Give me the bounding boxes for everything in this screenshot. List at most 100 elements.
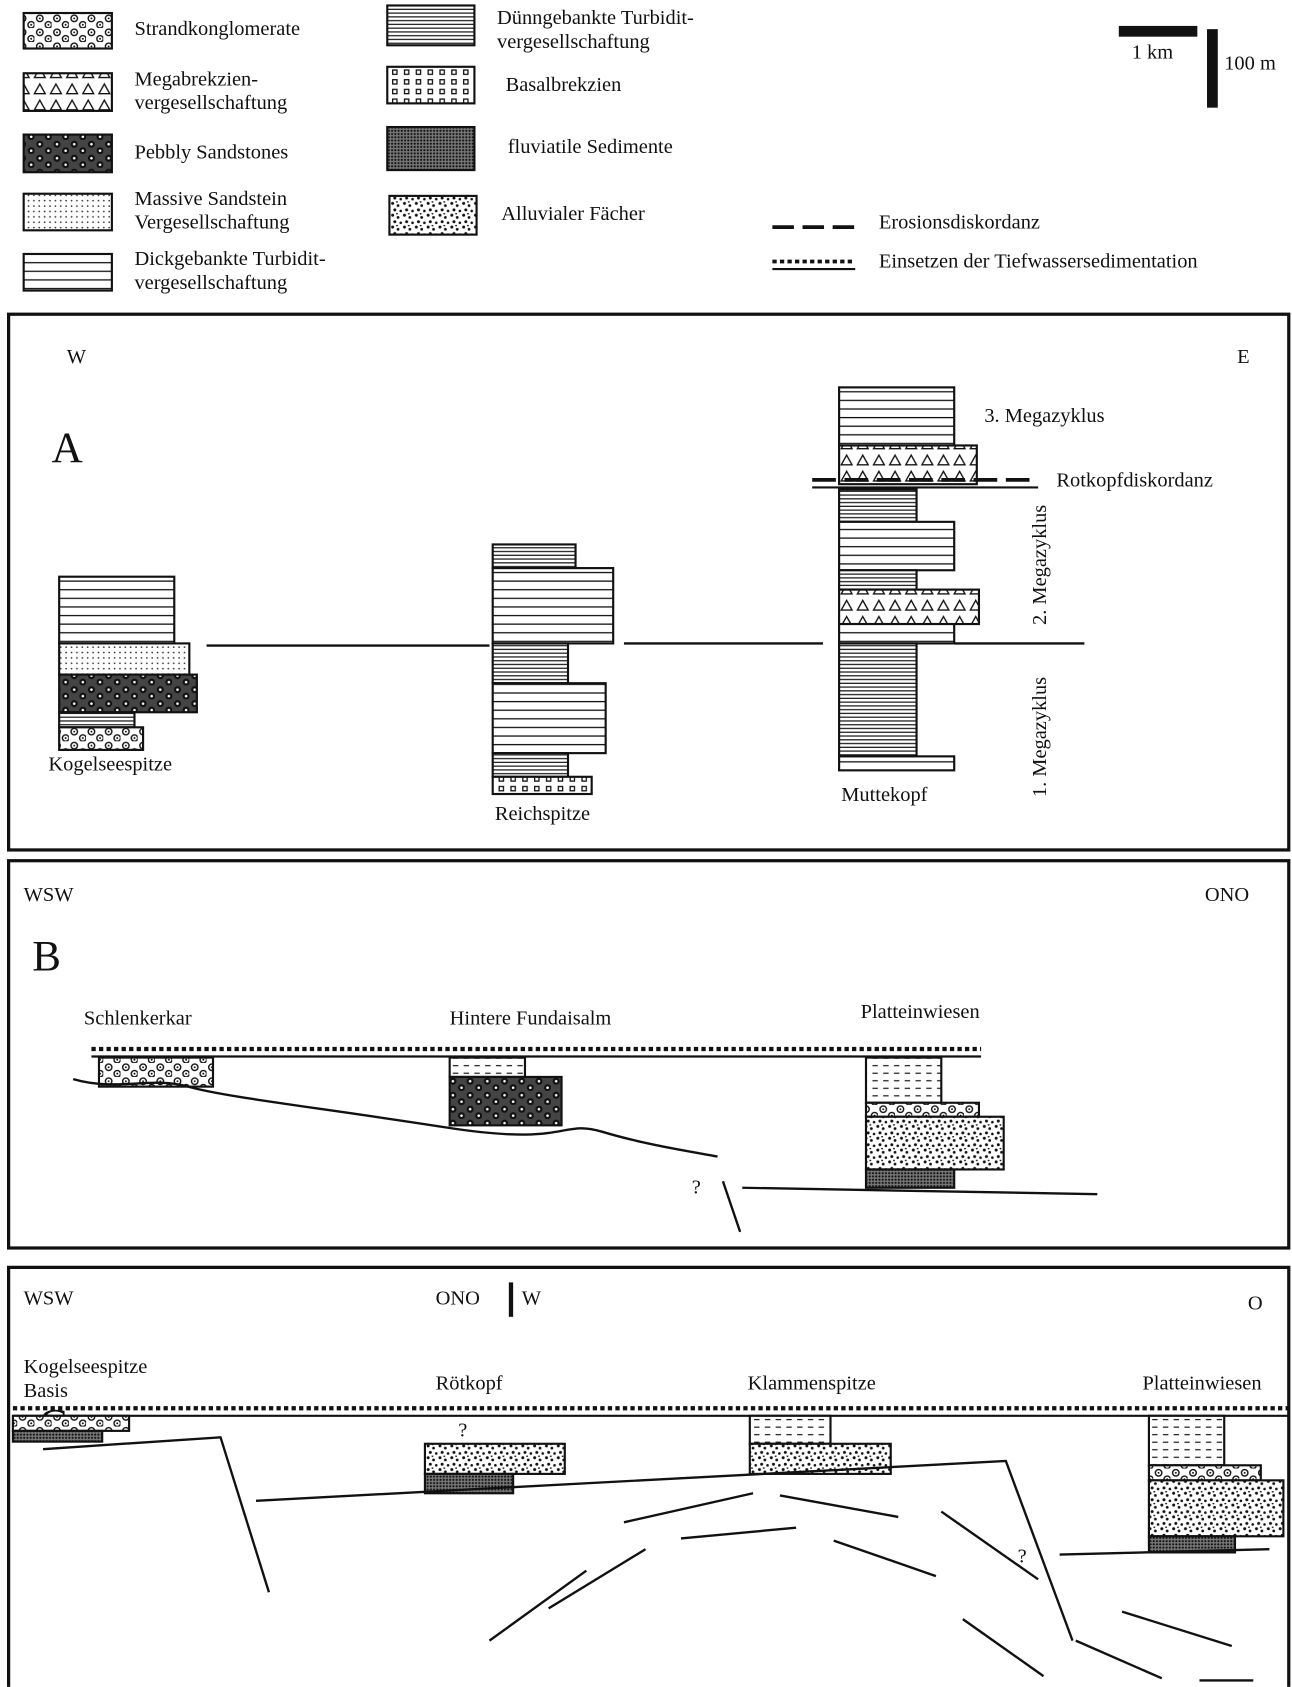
swatch <box>22 133 113 174</box>
legend-label: Dickgebankte Turbidit- <box>134 248 325 270</box>
layer <box>58 673 198 714</box>
layer <box>491 682 607 755</box>
base-line <box>72 1077 718 1158</box>
layer <box>838 386 956 447</box>
base-line <box>742 1186 1098 1196</box>
legend-label: Basalbrekzien <box>506 74 622 96</box>
panel-c: WSW ONO W O C Kogelseespitze Basis Rötko… <box>6 1265 1291 1687</box>
fault <box>255 1459 1074 1642</box>
legend-label: Strandkonglomerate <box>134 18 300 40</box>
direction: E <box>1237 346 1249 368</box>
annotation: 3. Megazyklus <box>984 405 1104 427</box>
bedding <box>680 1526 797 1540</box>
swatch <box>22 192 113 232</box>
layer <box>58 575 176 645</box>
column <box>838 386 981 772</box>
panel-b: WSW ONO B Schlenkerkar Hintere Fundaisal… <box>6 859 1291 1250</box>
legend-label: vergesellschaftung <box>134 272 287 294</box>
panel-a: W E A Kogelseespitze Reichspitze Mutteko… <box>6 312 1291 852</box>
bedding <box>1075 1639 1163 1680</box>
locality: Kogelseespitze <box>48 754 172 776</box>
swatch <box>386 125 476 172</box>
legend-label: fluviatile Sedimente <box>508 136 673 158</box>
layer <box>838 488 918 523</box>
locality: Rötkopf <box>436 1372 503 1394</box>
legend-label: Megabrekzien- <box>134 68 258 90</box>
layer <box>838 755 956 772</box>
locality: Platteinwiesen <box>1142 1372 1261 1394</box>
base-line <box>1059 1548 1270 1556</box>
locality: Basis <box>24 1380 68 1402</box>
frame <box>6 312 1291 852</box>
bedding <box>548 1548 647 1610</box>
locality: Hintere Fundaisalm <box>450 1008 612 1030</box>
direction: W <box>522 1287 542 1309</box>
layer <box>491 543 577 570</box>
layer <box>838 642 918 758</box>
annotation: ? <box>458 1420 467 1442</box>
locality: Kogelseespitze <box>24 1356 148 1378</box>
layer <box>1147 1414 1226 1467</box>
layer <box>58 642 191 676</box>
legend-label: vergesellschaftung <box>497 31 650 53</box>
structure-lines <box>42 1436 1270 1682</box>
locality: Klammenspitze <box>748 1372 876 1394</box>
layer <box>748 1442 892 1475</box>
locality: Platteinwiesen <box>861 1001 980 1023</box>
bedding <box>962 1618 1045 1678</box>
swatch <box>386 4 476 47</box>
frame <box>6 859 1291 1250</box>
frame <box>6 1265 1291 1687</box>
fault <box>42 1436 271 1593</box>
panel-letter: A <box>52 425 83 472</box>
layer <box>864 1168 956 1189</box>
bedding <box>623 1492 754 1524</box>
layer <box>448 1075 563 1127</box>
layer <box>491 775 593 796</box>
layer <box>864 1056 943 1104</box>
swatch <box>388 194 478 236</box>
locality: Muttekopf <box>841 784 927 806</box>
direction: ONO <box>1205 884 1249 906</box>
legend-label: vergesellschaftung <box>134 92 287 114</box>
separator <box>508 1282 514 1317</box>
annotation: ? <box>1018 1545 1027 1567</box>
annotation: 2. Megazyklus <box>1029 505 1051 625</box>
scale-label: 1 km <box>1132 42 1174 64</box>
direction: O <box>1248 1293 1263 1315</box>
scale-bar <box>1207 29 1218 108</box>
direction: W <box>67 346 87 368</box>
legend-label: Alluvialer Fächer <box>501 203 645 225</box>
swatch <box>22 252 113 292</box>
column <box>58 575 198 751</box>
bedding <box>488 1569 587 1642</box>
swatch <box>22 11 113 50</box>
swatch <box>386 65 476 105</box>
panel-letter: B <box>32 934 61 981</box>
scale-label: 100 m <box>1224 52 1276 74</box>
annotation: Rotkopfdiskordanz <box>1056 470 1213 492</box>
scale-bar <box>1118 25 1198 37</box>
layer <box>491 642 570 685</box>
direction: WSW <box>24 1287 75 1309</box>
direction: ONO <box>436 1287 480 1309</box>
layer <box>11 1414 131 1432</box>
annotation: 1. Megazyklus <box>1029 677 1051 797</box>
legend-label: Dünngebankte Turbidit- <box>497 7 694 29</box>
layer <box>97 1056 215 1088</box>
bedding <box>940 1510 1039 1581</box>
annotation: ? <box>692 1177 701 1199</box>
layer <box>838 444 978 486</box>
layer <box>491 567 615 645</box>
column <box>491 543 615 796</box>
bedding <box>779 1494 899 1519</box>
legend-label: Pebbly Sandstones <box>134 142 288 164</box>
swatch <box>22 72 113 112</box>
legend-label: Vergesellschaftung <box>134 212 289 234</box>
layer <box>838 520 956 572</box>
layer <box>448 1056 527 1079</box>
layer <box>864 1115 1005 1171</box>
layer <box>58 711 136 729</box>
layer <box>838 588 981 626</box>
